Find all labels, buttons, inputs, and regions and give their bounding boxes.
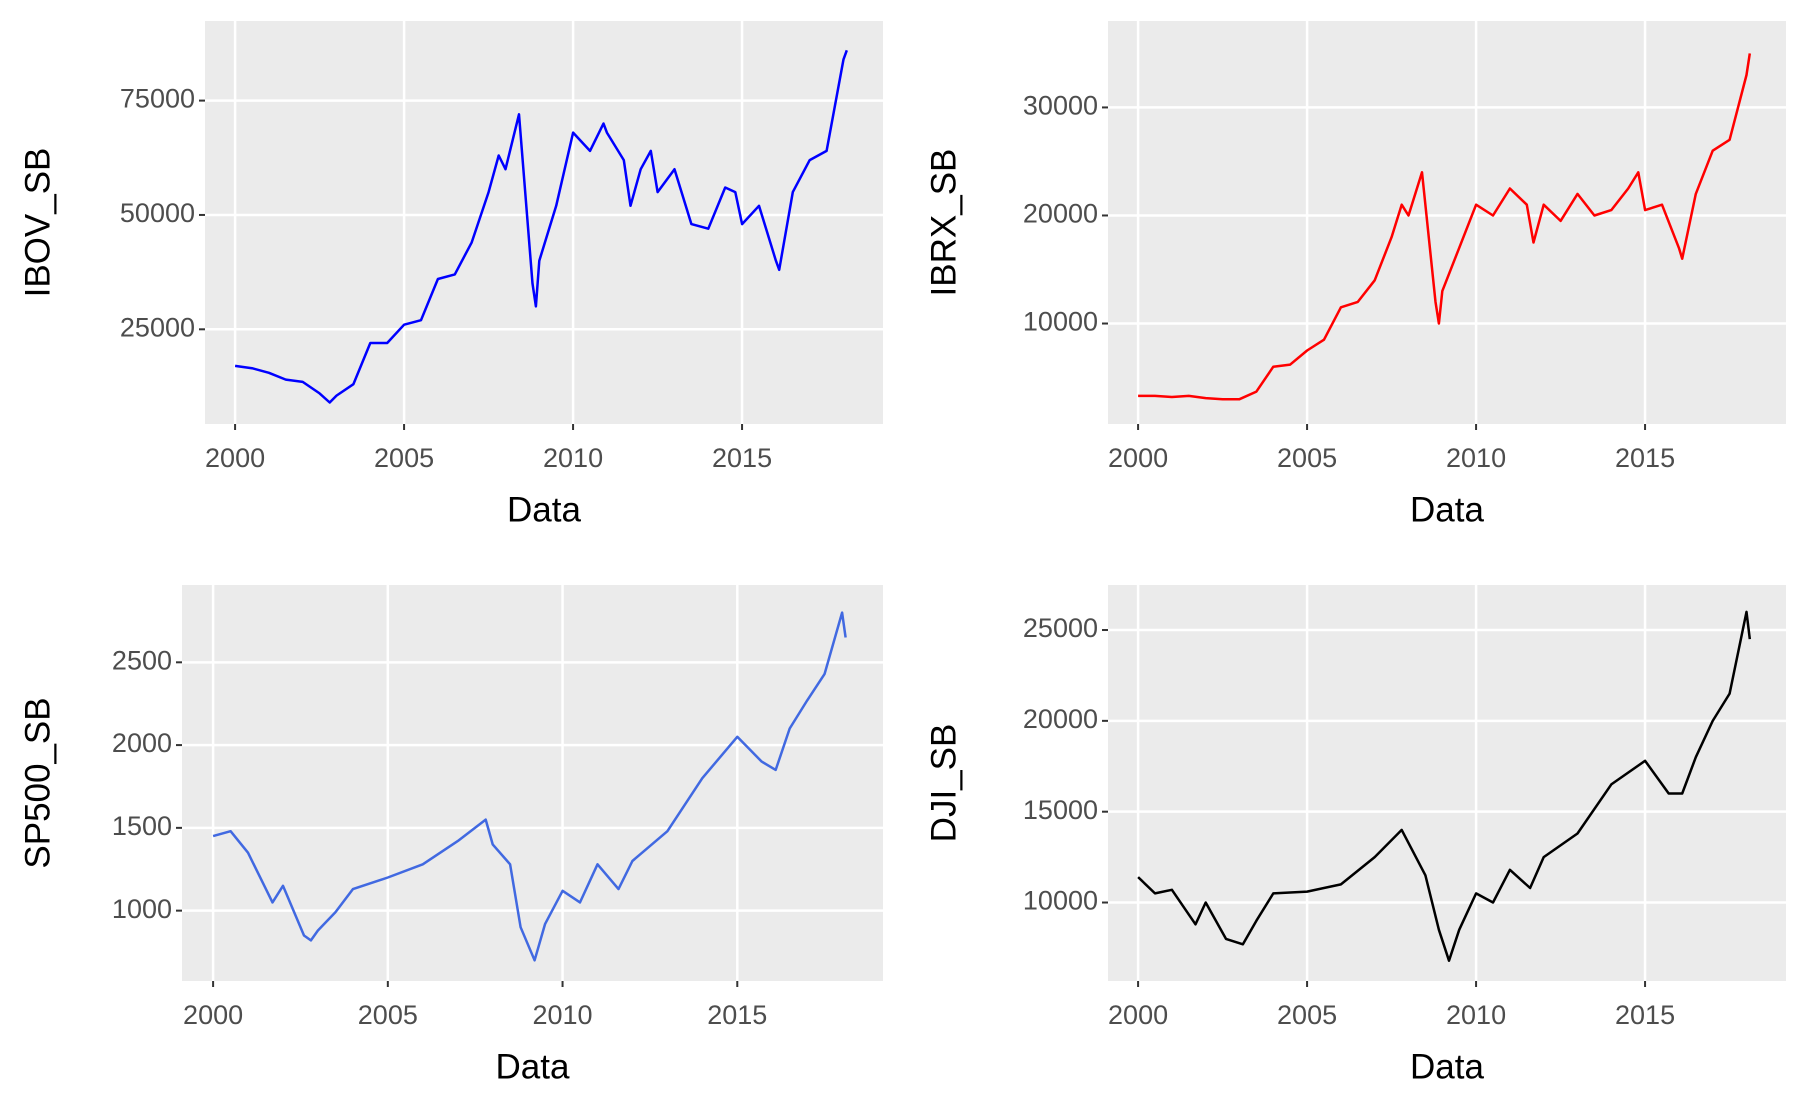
y-tick-label: 25000 — [120, 312, 195, 342]
x-tick-label: 2010 — [543, 443, 603, 473]
y-axis-label: IBRX_SB — [924, 149, 963, 297]
data-line — [234, 49, 848, 404]
x-tick-label: 2000 — [205, 443, 265, 473]
x-tick-label: 2000 — [1108, 443, 1168, 473]
x-axis-label: Data — [496, 1047, 570, 1086]
y-tick-label: 2000 — [112, 728, 172, 758]
panel-background — [205, 21, 883, 424]
y-tick-label: 75000 — [120, 84, 195, 114]
y-tick-label: 2500 — [112, 645, 172, 675]
y-axis-label: IBOV_SB — [18, 148, 57, 298]
x-tick-label: 2010 — [1446, 443, 1506, 473]
y-tick-label: 10000 — [1023, 886, 1098, 916]
y-tick-label: 1000 — [112, 894, 172, 924]
y-tick-label: 20000 — [1023, 199, 1098, 229]
y-tick-label: 10000 — [1023, 307, 1098, 337]
x-axis-label: Data — [1410, 490, 1484, 529]
x-tick-label: 2005 — [1277, 1000, 1337, 1030]
x-tick-label: 2010 — [1446, 1000, 1506, 1030]
x-tick-label: 2010 — [533, 1000, 593, 1030]
y-tick-label: 1500 — [112, 811, 172, 841]
panel-background — [1108, 21, 1786, 424]
y-tick-label: 20000 — [1023, 704, 1098, 734]
x-axis-label: Data — [507, 490, 581, 529]
x-tick-label: 2000 — [183, 1000, 243, 1030]
x-tick-label: 2015 — [1615, 1000, 1675, 1030]
y-tick-label: 50000 — [120, 198, 195, 228]
y-axis-label: DJI_SB — [924, 724, 963, 843]
x-tick-label: 2015 — [707, 1000, 767, 1030]
x-tick-label: 2005 — [1277, 443, 1337, 473]
data-line — [1137, 610, 1752, 962]
y-tick-label: 25000 — [1023, 613, 1098, 643]
panel-background — [1108, 585, 1786, 981]
y-tick-label: 15000 — [1023, 795, 1098, 825]
x-tick-label: 2005 — [374, 443, 434, 473]
data-line — [212, 611, 847, 962]
y-tick-label: 30000 — [1023, 91, 1098, 121]
x-tick-label: 2005 — [358, 1000, 418, 1030]
x-tick-label: 2015 — [712, 443, 772, 473]
panel-background — [182, 585, 883, 981]
y-axis-label: SP500_SB — [18, 697, 57, 868]
data-line — [1138, 53, 1752, 401]
x-axis-label: Data — [1410, 1047, 1484, 1086]
x-tick-label: 2000 — [1108, 1000, 1168, 1030]
x-tick-label: 2015 — [1615, 443, 1675, 473]
